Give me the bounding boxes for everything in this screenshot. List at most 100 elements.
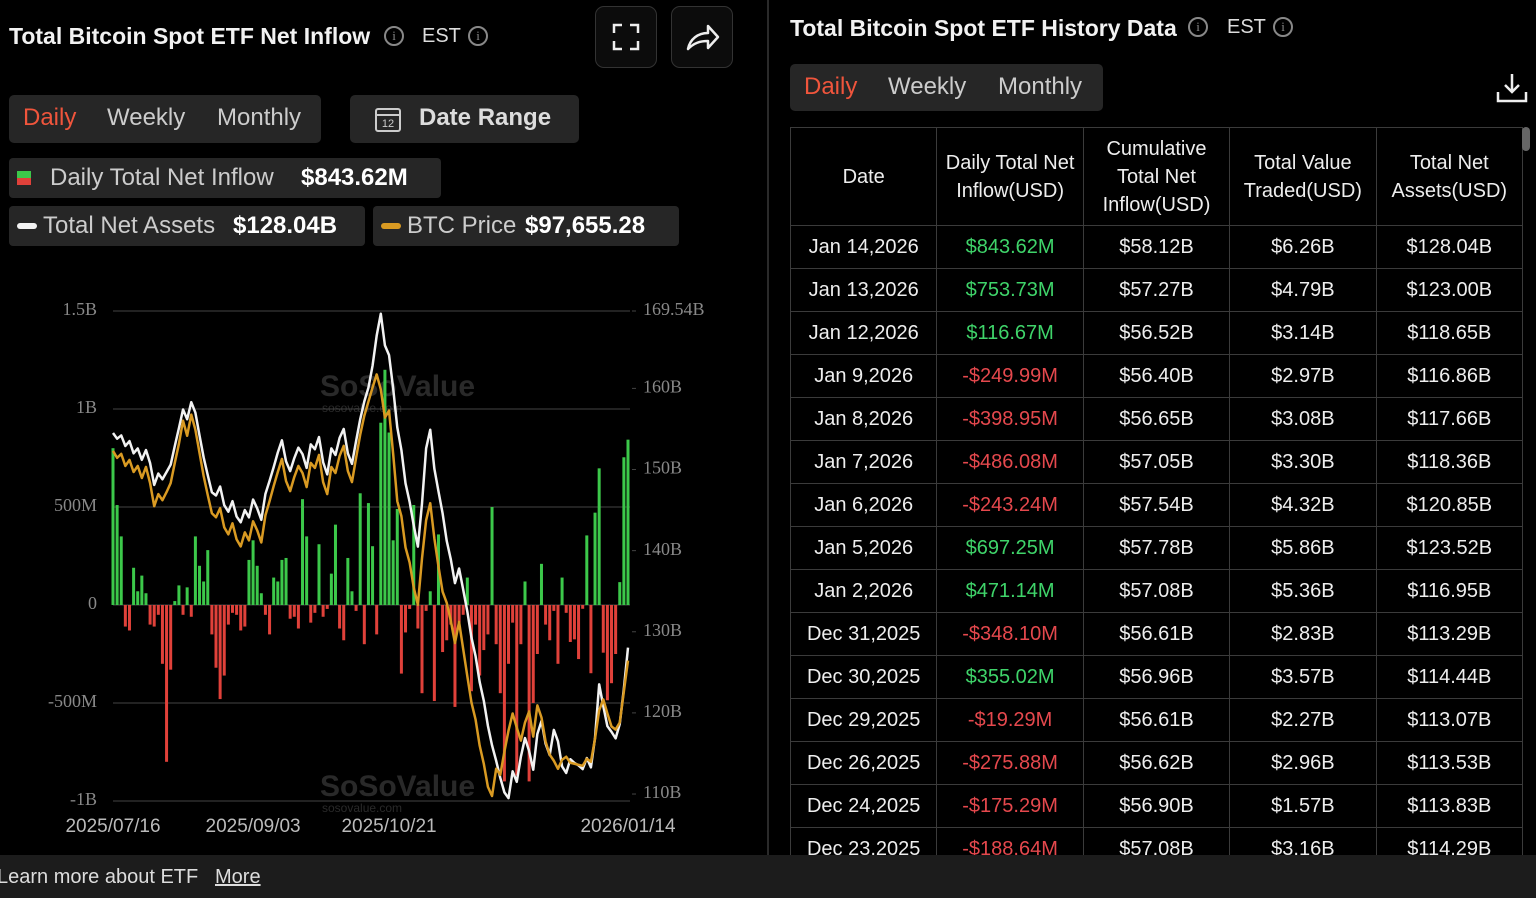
table-cell: -$398.95M [936,397,1084,441]
footer-link[interactable]: More [215,866,261,888]
bar [317,544,321,605]
table-cell: -$249.99M [936,354,1084,398]
bar [313,605,317,613]
bar [177,585,181,605]
y-tick-label: -1B [70,789,97,809]
table-cell: $5.86B [1229,526,1377,570]
bar [198,565,202,605]
bar [288,605,292,619]
table-cell: $6.26B [1229,225,1377,269]
legend-item[interactable]: BTC Price $97,655.28 [373,206,679,246]
download-button[interactable] [1494,70,1530,106]
date-range-label: Date Range [419,104,552,131]
footer-text: Learn more about ETF [0,866,199,888]
bar [432,605,436,702]
column-header: Date [790,127,938,226]
bar [387,432,391,605]
timezone: EST [422,25,461,47]
bar [165,605,169,762]
bar [218,605,222,700]
table-cell: -$188.64M [936,827,1084,855]
panel-title: Total Bitcoin Spot ETF Net Inflow [9,23,371,49]
table-cell: $113.53B [1375,741,1524,785]
table-cell: $56.90B [1082,784,1231,828]
bar [601,605,605,653]
table-cell: $114.29B [1375,827,1524,855]
bar [568,605,572,642]
table-cell: $2.83B [1229,612,1377,656]
bar [173,601,177,605]
table-cell: $113.83B [1375,784,1524,828]
bar [214,605,218,668]
history-table: Date Daily Total Net Inflow(USD) Cumulativ… [790,127,1524,855]
bar [478,605,482,676]
tab[interactable]: Daily [23,104,77,131]
y2-tick-label: 120B [643,701,682,721]
legend-item[interactable]: Daily Total Net Inflow $843.62M [9,158,441,198]
tab[interactable]: Weekly [888,73,967,100]
bar [527,605,531,782]
right-panel: Total Bitcoin Spot ETF History Data i ES… [770,0,1536,855]
column-header: Total Net Assets(USD) [1375,127,1524,226]
bar [280,559,284,605]
bar [239,605,243,631]
bar [593,512,597,605]
y2-tick-label: 110B [643,782,681,802]
bar [226,605,230,625]
legend-value: $128.04B [233,212,338,239]
bar [548,605,552,641]
x-tick-label: 2025/10/21 [341,816,436,837]
table-cell: Dec 29,2025 [790,698,938,742]
table-cell: $3.57B [1229,655,1377,699]
bar [321,605,325,617]
table-cell: $114.44B [1375,655,1524,699]
bar [486,605,490,635]
table-cell: $118.36B [1375,440,1524,484]
bar [292,605,296,617]
bar [445,605,449,641]
info-icon[interactable]: i [384,26,404,46]
legend-swatch [17,171,31,185]
bar [474,605,478,625]
bar [531,605,535,703]
table-cell: -$243.24M [936,483,1084,527]
fullscreen-button[interactable] [595,6,657,68]
table-cell: Jan 7,2026 [790,440,938,484]
bar [309,605,313,623]
table-cell: $116.67M [936,311,1084,355]
legend-item[interactable]: Total Net Assets $128.04B [9,206,365,246]
bar [115,505,119,605]
tab[interactable]: Monthly [217,104,302,131]
bar [325,605,329,609]
scrollbar[interactable] [1522,127,1530,151]
tab[interactable]: Monthly [998,73,1083,100]
table-row: Jan 2,2026 $471.14M $57.08B $5.36B $116.95B [790,569,1524,613]
table-cell: Jan 9,2026 [790,354,938,398]
share-button[interactable] [671,6,733,68]
info-icon[interactable]: i [1273,17,1293,37]
table-cell: Dec 26,2025 [790,741,938,785]
table-cell: Jan 12,2026 [790,311,938,355]
table-cell: $57.54B [1082,483,1231,527]
y-tick-label: 0 [88,593,97,613]
table-row: Jan 5,2026 $697.25M $57.78B $5.86B $123.52B [790,526,1524,570]
info-icon[interactable]: i [468,26,488,46]
table-row: Jan 8,2026 -$398.95M $56.65B $3.08B $117.66B [790,397,1524,441]
tab[interactable]: Weekly [107,104,186,131]
table-cell: -$175.29M [936,784,1084,828]
bar [247,559,251,605]
tab[interactable]: Daily [804,73,858,100]
date-range-button[interactable]: 12 Date Range [350,95,579,143]
table-cell: $56.40B [1082,354,1231,398]
info-icon[interactable]: i [1188,17,1208,37]
bar [515,605,519,776]
y2-tick-label: 169.54B [643,299,705,319]
bar [333,524,337,605]
table-cell: $355.02M [936,655,1084,699]
table-row: Jan 9,2026 -$249.99M $56.40B $2.97B $116.86B [790,354,1524,398]
table-cell: $2.27B [1229,698,1377,742]
bar [605,605,609,701]
table-cell: $4.79B [1229,268,1377,312]
bar [556,605,560,664]
bar [132,567,136,605]
